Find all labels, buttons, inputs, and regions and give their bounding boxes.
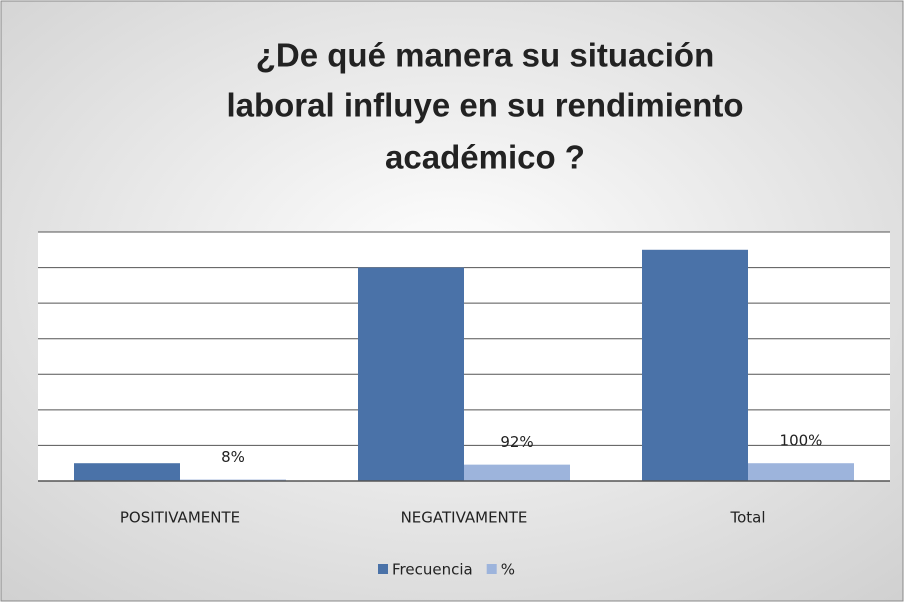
chart-title: académico ? xyxy=(385,139,585,176)
x-tick-label: NEGATIVAMENTE xyxy=(401,509,528,527)
legend-label: Frecuencia xyxy=(392,561,473,579)
legend-label: % xyxy=(501,561,515,579)
x-tick-label: POSITIVAMENTE xyxy=(120,509,240,527)
legend-swatch xyxy=(486,564,497,574)
bar xyxy=(74,463,180,481)
bar xyxy=(358,267,464,481)
data-label: 8% xyxy=(221,448,245,466)
data-label: 92% xyxy=(500,433,533,451)
chart-title: laboral influye en su rendimiento xyxy=(226,87,743,124)
data-label: 100% xyxy=(780,432,823,450)
bar xyxy=(642,249,748,481)
bar xyxy=(464,464,570,481)
bar xyxy=(748,463,854,481)
chart-title: ¿De qué manera su situación xyxy=(256,37,714,74)
legend-swatch xyxy=(378,564,388,574)
x-tick-label: Total xyxy=(729,509,765,527)
